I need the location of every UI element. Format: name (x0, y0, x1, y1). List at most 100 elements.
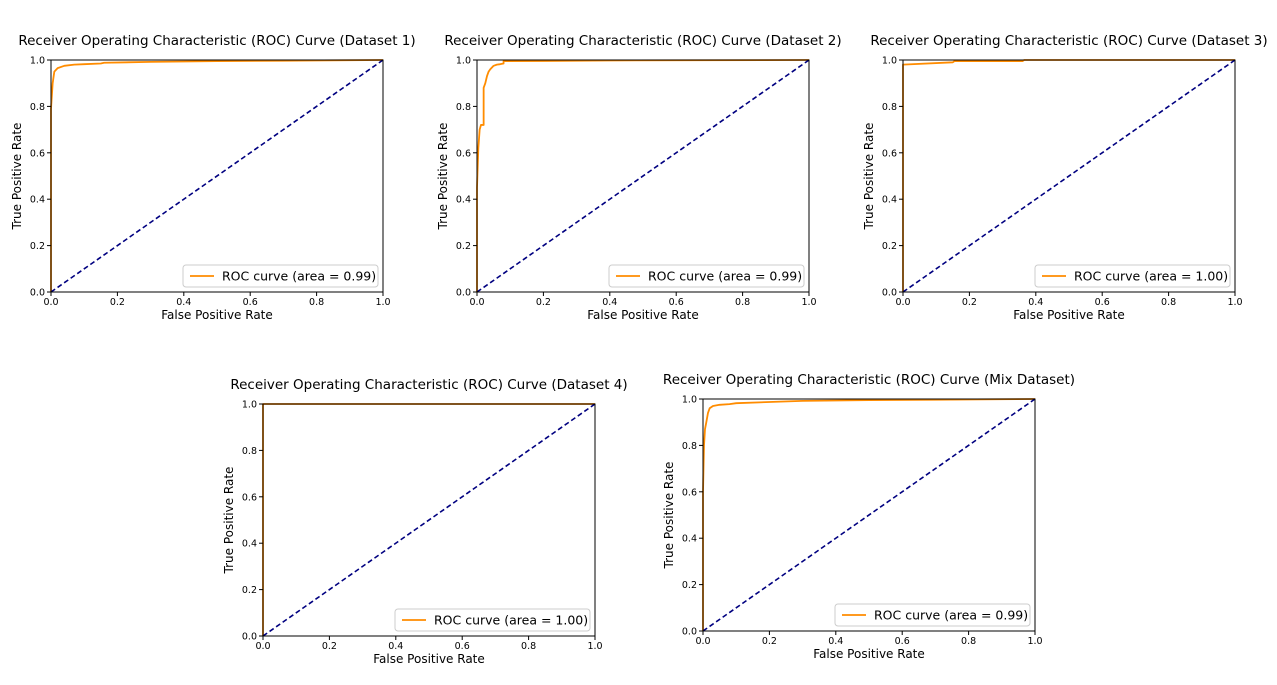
x-tick-label: 0.6 (1095, 297, 1110, 308)
chart-3: 0.0 0.2 0.4 0.6 0.8 1.0 0.0 0.2 0.4 0.6 0.8 1.0 Rece… (862, 33, 1268, 322)
x-tick-label: 0.2 (962, 297, 977, 308)
y-tick-label: 0.2 (30, 241, 45, 252)
legend-box (394, 608, 591, 632)
x-tick-label: 0.8 (309, 297, 324, 308)
chart-1: 0.0 0.2 0.4 0.6 0.8 1.0 0.0 0.2 0.4 0.6 0.8 1.0 Rece… (10, 33, 416, 322)
x-tick-label: 0.0 (43, 297, 58, 308)
y-tick-label: 0.0 (30, 288, 45, 299)
legend: ROC curve (area = 0.99) (834, 603, 1031, 627)
y-tick-label: 1.0 (456, 56, 471, 67)
x-tick-label: 0.4 (388, 641, 403, 652)
x-tick-label: 0.0 (695, 636, 710, 647)
y-tick-label: 0.0 (882, 288, 897, 299)
legend-label: ROC curve (area = 0.99) (222, 269, 376, 284)
legend: ROC curve (area = 1.00) (1034, 264, 1231, 288)
x-tick-label: 1.0 (801, 297, 816, 308)
y-tick-label: 0.6 (30, 148, 45, 159)
y-axis-label: True Positive Rate (862, 123, 876, 231)
x-tick-label: 0.4 (176, 297, 191, 308)
y-tick-label: 0.4 (456, 195, 471, 206)
x-tick-label: 0.2 (322, 641, 337, 652)
x-tick-label: 0.0 (895, 297, 910, 308)
x-axis-label: False Positive Rate (1013, 308, 1125, 322)
x-tick-label: 0.8 (521, 641, 536, 652)
x-tick-label: 0.6 (243, 297, 258, 308)
x-axis-label: False Positive Rate (813, 647, 925, 661)
y-tick-label: 0.8 (882, 102, 897, 113)
chart-title: Receiver Operating Characteristic (ROC) … (663, 372, 1075, 388)
chance-diagonal-line (50, 59, 384, 293)
x-tick-label: 0.8 (1161, 297, 1176, 308)
plot-frame (50, 59, 384, 293)
plot-frame (262, 403, 596, 637)
chart-2: 0.0 0.2 0.4 0.6 0.8 1.0 0.0 0.2 0.4 0.6 0.8 1.0 Rece… (436, 33, 842, 322)
x-tick-label: 0.2 (110, 297, 125, 308)
x-tick-label: 1.0 (1227, 297, 1242, 308)
x-tick-label: 0.8 (961, 636, 976, 647)
chart-4: 0.0 0.2 0.4 0.6 0.8 1.0 0.0 0.2 0.4 0.6 0.8 1.0 Rece… (222, 377, 628, 666)
roc-curve-line (50, 59, 384, 292)
x-tick-label: 0.0 (469, 297, 484, 308)
chart-title: Receiver Operating Characteristic (ROC) … (444, 33, 841, 49)
chance-diagonal-line (476, 59, 810, 293)
y-tick-label: 0.4 (30, 195, 45, 206)
y-tick-label: 0.0 (682, 627, 697, 638)
y-tick-label: 0.6 (882, 148, 897, 159)
x-tick-label: 0.4 (828, 636, 843, 647)
x-tick-label: 0.4 (1028, 297, 1043, 308)
x-tick-label: 1.0 (587, 641, 602, 652)
x-tick-label: 0.8 (735, 297, 750, 308)
legend-box (608, 264, 805, 288)
x-tick-label: 1.0 (375, 297, 390, 308)
y-tick-label: 1.0 (242, 400, 257, 411)
legend-box (834, 603, 1031, 627)
y-axis-label: True Positive Rate (662, 462, 676, 570)
legend-label: ROC curve (area = 1.00) (434, 613, 588, 628)
x-tick-label: 0.6 (669, 297, 684, 308)
y-tick-label: 0.8 (456, 102, 471, 113)
legend: ROC curve (area = 0.99) (182, 264, 379, 288)
y-tick-label: 0.0 (456, 288, 471, 299)
y-tick-label: 0.0 (242, 632, 257, 643)
y-tick-label: 0.6 (682, 487, 697, 498)
y-tick-label: 1.0 (682, 395, 697, 406)
y-axis-label: True Positive Rate (436, 123, 450, 231)
roc-curve-line (476, 59, 810, 292)
plot-frame (476, 59, 810, 293)
chart-5: 0.0 0.2 0.4 0.6 0.8 1.0 0.0 0.2 0.4 0.6 0.8 1.0 Rece… (662, 372, 1075, 661)
legend-box (182, 264, 379, 288)
y-tick-label: 0.2 (242, 585, 257, 596)
y-tick-label: 0.2 (882, 241, 897, 252)
chance-diagonal-line (262, 403, 596, 637)
x-axis-label: False Positive Rate (587, 308, 699, 322)
plot-frame (902, 59, 1236, 293)
y-tick-label: 0.6 (242, 492, 257, 503)
y-tick-label: 0.8 (682, 441, 697, 452)
y-tick-label: 0.2 (456, 241, 471, 252)
chart-title: Receiver Operating Characteristic (ROC) … (230, 377, 627, 393)
x-tick-label: 0.2 (762, 636, 777, 647)
y-axis-label: True Positive Rate (222, 467, 236, 575)
roc-curve-line (702, 398, 1036, 631)
x-tick-label: 0.2 (536, 297, 551, 308)
legend-label: ROC curve (area = 1.00) (1074, 269, 1228, 284)
legend-label: ROC curve (area = 0.99) (874, 608, 1028, 623)
x-tick-label: 0.6 (455, 641, 470, 652)
y-axis-label: True Positive Rate (10, 123, 24, 231)
legend: ROC curve (area = 0.99) (608, 264, 805, 288)
x-tick-label: 1.0 (1027, 636, 1042, 647)
legend-box (1034, 264, 1231, 288)
y-tick-label: 1.0 (30, 56, 45, 67)
y-tick-label: 1.0 (882, 56, 897, 67)
x-axis-label: False Positive Rate (161, 308, 273, 322)
legend-label: ROC curve (area = 0.99) (648, 269, 802, 284)
chart-title: Receiver Operating Characteristic (ROC) … (18, 33, 415, 49)
x-tick-label: 0.6 (895, 636, 910, 647)
x-axis-label: False Positive Rate (373, 652, 485, 666)
plot-frame (702, 398, 1036, 632)
y-tick-label: 0.8 (242, 446, 257, 457)
y-tick-label: 0.4 (242, 539, 257, 550)
y-tick-label: 0.8 (30, 102, 45, 113)
x-tick-label: 0.0 (255, 641, 270, 652)
